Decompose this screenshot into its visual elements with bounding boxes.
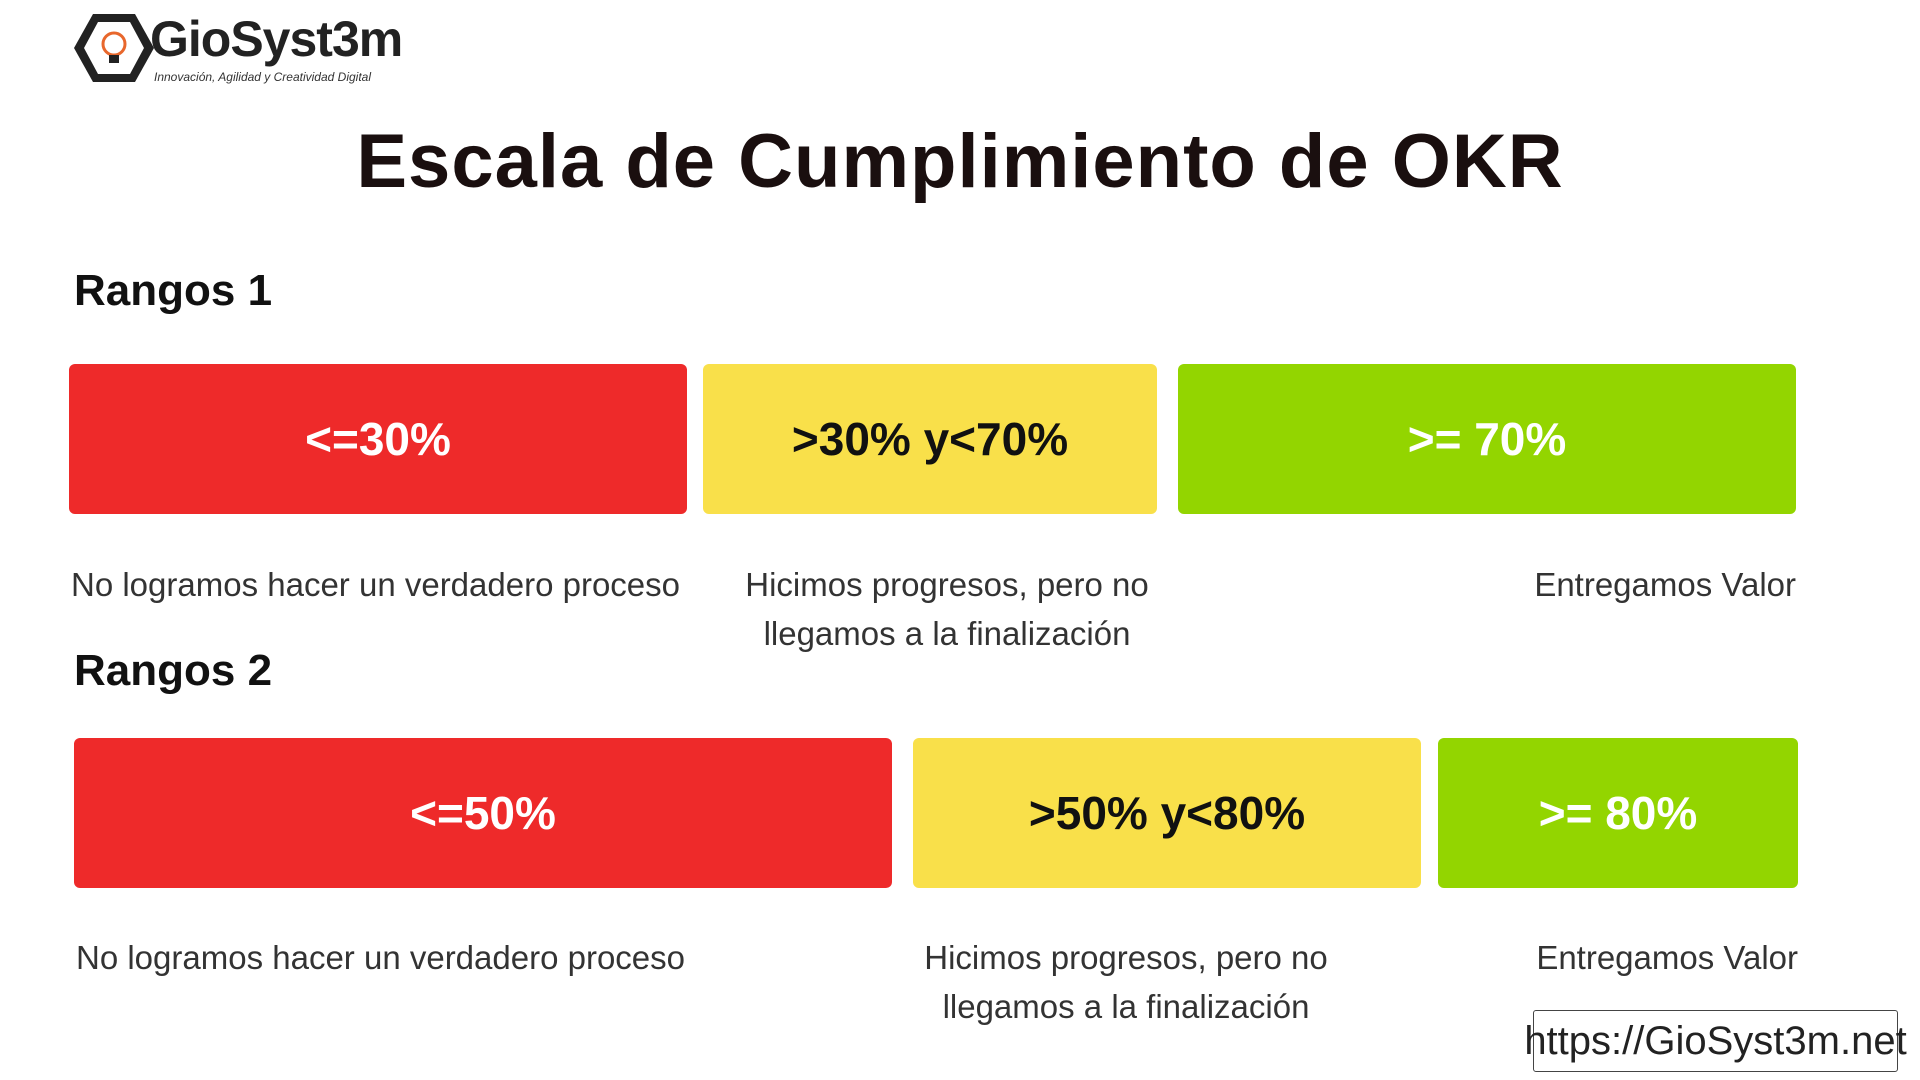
range-box: <=30% bbox=[69, 364, 687, 514]
url-box[interactable]: https://GioSyst3m.net bbox=[1524, 1010, 1907, 1072]
range-box: >= 80% bbox=[1438, 738, 1798, 888]
range-description: Hicimos progresos, pero no llegamos a la… bbox=[745, 566, 1149, 652]
range-description: No logramos hacer un verdadero proceso bbox=[71, 566, 681, 603]
range-box: <=50% bbox=[74, 738, 892, 888]
range-description: Entregamos Valor bbox=[1534, 566, 1796, 603]
logo-hexagon-inner bbox=[84, 22, 144, 74]
section-label: Rangos 1 bbox=[74, 266, 273, 315]
logo-tagline: Innovación, Agilidad y Creatividad Digit… bbox=[154, 70, 372, 84]
title: Escala de Cumplimiento de OKR bbox=[356, 119, 1564, 204]
logo-bulb-base bbox=[109, 55, 119, 63]
range-description: Hicimos progresos, pero no llegamos a la… bbox=[924, 939, 1328, 1025]
range-description: No logramos hacer un verdadero proceso bbox=[76, 939, 686, 976]
range-description: Entregamos Valor bbox=[1536, 939, 1798, 976]
range-box: >30% y<70% bbox=[703, 364, 1157, 514]
section-label: Rangos 2 bbox=[74, 646, 273, 695]
logo-icon bbox=[74, 14, 154, 82]
range-box: >= 70% bbox=[1178, 364, 1796, 514]
range-box: >50% y<80% bbox=[913, 738, 1421, 888]
logo-name: GioSyst3m bbox=[150, 11, 403, 67]
